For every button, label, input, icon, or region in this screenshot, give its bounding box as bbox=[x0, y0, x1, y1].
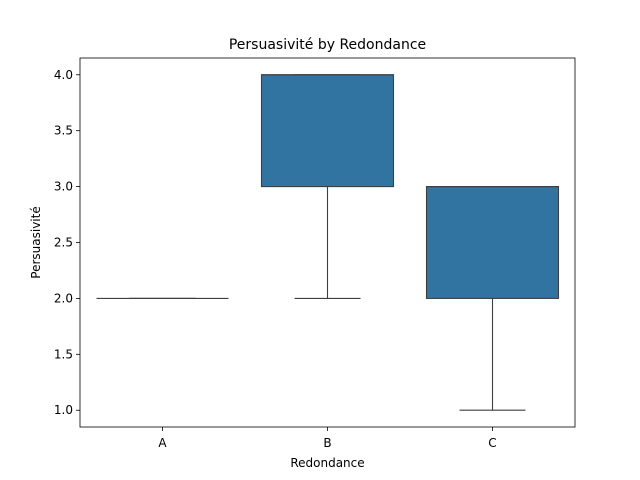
x-axis: A B C bbox=[158, 427, 497, 450]
y-tick-label: 4.0 bbox=[54, 68, 73, 82]
y-tick-label: 1.0 bbox=[54, 403, 73, 417]
x-tick-label: B bbox=[323, 436, 331, 450]
y-tick-label: 1.5 bbox=[54, 347, 73, 361]
y-axis-label: Persuasivité bbox=[29, 206, 43, 278]
y-tick-label: 3.5 bbox=[54, 124, 73, 138]
box-group bbox=[96, 74, 560, 411]
box-c bbox=[425, 186, 560, 411]
y-tick-label: 2.0 bbox=[54, 291, 73, 305]
y-tick-label: 3.0 bbox=[54, 180, 73, 194]
x-axis-label: Redondance bbox=[290, 456, 364, 470]
box-body bbox=[260, 74, 395, 188]
y-axis: 1.0 1.5 2.0 2.5 3.0 3.5 4.0 bbox=[54, 68, 80, 417]
x-tick-label: C bbox=[488, 436, 496, 450]
box-b bbox=[260, 74, 395, 299]
y-tick-label: 2.5 bbox=[54, 236, 73, 250]
box-body bbox=[425, 186, 560, 299]
x-tick-label: A bbox=[158, 436, 167, 450]
chart-title: Persuasivité by Redondance bbox=[229, 37, 426, 53]
